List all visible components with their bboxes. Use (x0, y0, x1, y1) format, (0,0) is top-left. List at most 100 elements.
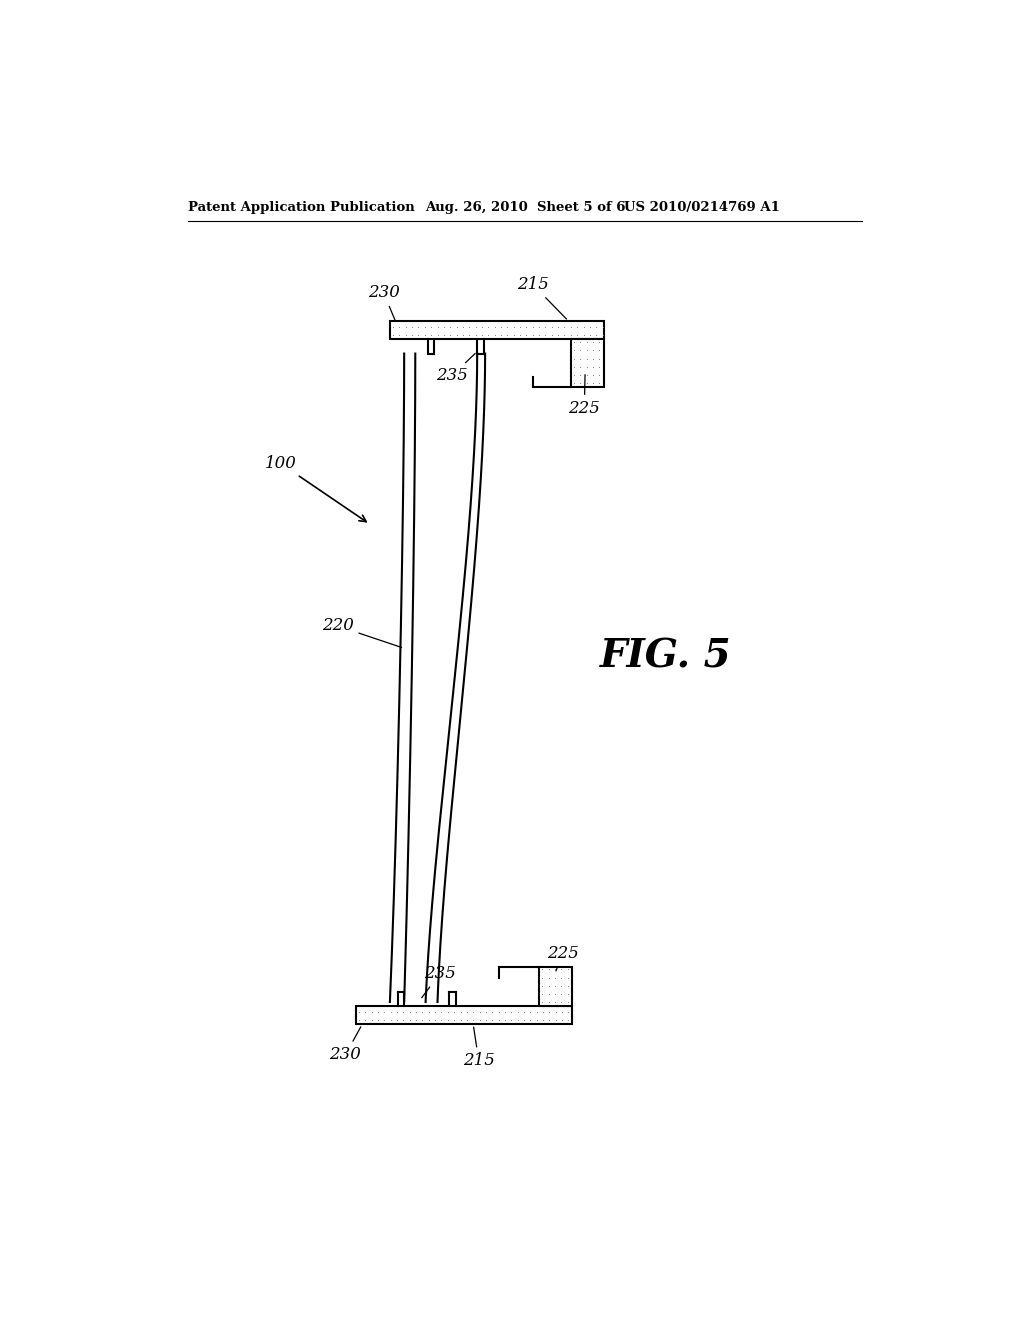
Point (524, 317, 541, 338)
Point (585, 331, 601, 352)
Point (591, 356, 607, 378)
Point (503, 1002, 519, 1023)
Point (465, 1002, 481, 1023)
Point (566, 348, 583, 370)
Point (542, 1010, 558, 1031)
Point (579, 356, 595, 378)
Point (579, 372, 595, 393)
Point (579, 348, 595, 370)
Point (560, 1010, 577, 1031)
Point (556, 325, 572, 346)
Point (559, 991, 575, 1012)
Point (535, 991, 551, 1012)
Point (530, 325, 547, 346)
Point (493, 325, 509, 346)
Point (376, 1010, 392, 1031)
Point (467, 325, 483, 346)
Point (516, 1002, 532, 1023)
Point (579, 341, 595, 362)
Point (449, 325, 465, 346)
Point (582, 317, 598, 338)
Point (383, 1002, 399, 1023)
Point (585, 348, 601, 370)
Point (478, 1002, 495, 1023)
Point (522, 1010, 539, 1031)
Point (569, 325, 586, 346)
Point (530, 317, 547, 338)
Point (553, 958, 569, 979)
Point (591, 341, 607, 362)
Point (357, 1002, 374, 1023)
Text: 230: 230 (330, 1027, 361, 1064)
Point (528, 1002, 545, 1023)
Point (579, 364, 595, 385)
Point (538, 317, 554, 338)
Point (497, 1002, 513, 1023)
Point (535, 1002, 551, 1023)
Point (442, 317, 459, 338)
Point (397, 325, 414, 346)
Point (575, 317, 592, 338)
Point (548, 1010, 564, 1031)
Point (411, 317, 427, 338)
Point (510, 1010, 526, 1031)
Point (461, 325, 477, 346)
Bar (570, 339, 604, 387)
Point (427, 1010, 443, 1031)
Point (480, 325, 497, 346)
Point (535, 958, 551, 979)
Text: 225: 225 (568, 375, 600, 417)
Point (435, 325, 452, 346)
Point (562, 325, 579, 346)
Point (553, 968, 569, 989)
Point (471, 1010, 487, 1031)
Point (453, 1010, 469, 1031)
Point (547, 991, 563, 1012)
Point (408, 1010, 424, 1031)
Point (423, 325, 439, 346)
Point (566, 341, 583, 362)
Text: 235: 235 (422, 965, 456, 998)
Point (376, 1002, 392, 1023)
Point (427, 1002, 443, 1023)
Point (421, 1002, 437, 1023)
Point (572, 348, 589, 370)
Point (429, 317, 445, 338)
Text: Aug. 26, 2010  Sheet 5 of 6: Aug. 26, 2010 Sheet 5 of 6 (426, 201, 626, 214)
Point (506, 317, 522, 338)
Point (397, 317, 414, 338)
Point (389, 1010, 406, 1031)
Text: 235: 235 (436, 354, 475, 384)
Point (594, 317, 610, 338)
Point (559, 958, 575, 979)
Point (535, 983, 551, 1005)
Point (512, 325, 528, 346)
Point (591, 348, 607, 370)
Point (548, 1002, 564, 1023)
Point (391, 317, 408, 338)
Point (585, 372, 601, 393)
Point (395, 1010, 412, 1031)
Point (442, 325, 459, 346)
Point (449, 317, 465, 338)
Point (528, 1010, 545, 1031)
Point (585, 364, 601, 385)
Point (401, 1010, 418, 1031)
Point (538, 325, 554, 346)
Point (572, 364, 589, 385)
Point (435, 317, 452, 338)
Point (553, 991, 569, 1012)
Point (547, 968, 563, 989)
Text: Patent Application Publication: Patent Application Publication (187, 201, 415, 214)
Point (417, 325, 433, 346)
Point (541, 983, 557, 1005)
Point (554, 1010, 570, 1031)
Point (415, 1002, 431, 1023)
Point (559, 975, 575, 997)
Point (484, 1002, 501, 1023)
Point (575, 325, 592, 346)
Point (510, 1002, 526, 1023)
Point (585, 341, 601, 362)
Point (547, 975, 563, 997)
Point (357, 1010, 374, 1031)
